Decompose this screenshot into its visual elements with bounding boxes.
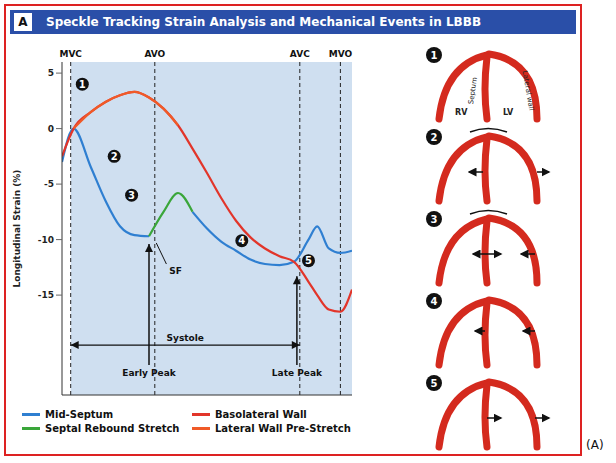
svg-text:MVC: MVC — [59, 49, 82, 59]
svg-text:1: 1 — [431, 50, 438, 61]
html-text:(A): (A) — [586, 438, 604, 452]
svg-text:5: 5 — [305, 255, 312, 266]
svg-text:3: 3 — [128, 190, 135, 201]
svg-text:1: 1 — [79, 79, 86, 90]
svg-text:AVC: AVC — [290, 49, 310, 59]
html-text:A: A — [18, 15, 28, 29]
html-text:Basolateral Wall: Basolateral Wall — [215, 409, 307, 420]
svg-text:AVO: AVO — [144, 49, 165, 59]
html-text:Lateral Wall Pre-Stretch: Lateral Wall Pre-Stretch — [215, 423, 351, 434]
svg-text:MVO: MVO — [329, 49, 353, 59]
svg-text:Late Peak: Late Peak — [272, 368, 323, 378]
svg-text:-10: -10 — [38, 235, 54, 245]
svg-text:5: 5 — [48, 68, 54, 78]
svg-text:SF: SF — [169, 266, 182, 276]
svg-text:LV: LV — [503, 108, 514, 117]
html-text:Septal Rebound Stretch: Septal Rebound Stretch — [45, 423, 180, 434]
svg-text:Septum: Septum — [467, 77, 479, 105]
svg-text:Longitudinal Strain (%): Longitudinal Strain (%) — [12, 170, 22, 288]
svg-text:RV: RV — [455, 108, 468, 117]
svg-text:4: 4 — [431, 296, 438, 307]
html-text:Mid-Septum: Mid-Septum — [45, 409, 114, 420]
svg-text:Systole: Systole — [167, 333, 204, 343]
svg-text:0: 0 — [48, 124, 54, 134]
svg-text:5: 5 — [431, 378, 438, 389]
svg-text:2: 2 — [431, 132, 438, 143]
svg-text:2: 2 — [111, 151, 118, 162]
html-text:Speckle Tracking Strain Analys: Speckle Tracking Strain Analysis and Mec… — [46, 15, 481, 29]
svg-text:Early Peak: Early Peak — [122, 368, 177, 378]
svg-text:3: 3 — [431, 214, 438, 225]
svg-text:-15: -15 — [38, 290, 54, 300]
svg-text:-5: -5 — [44, 179, 54, 189]
svg-text:Lateral wall: Lateral wall — [521, 70, 536, 111]
svg-text:4: 4 — [238, 235, 245, 246]
